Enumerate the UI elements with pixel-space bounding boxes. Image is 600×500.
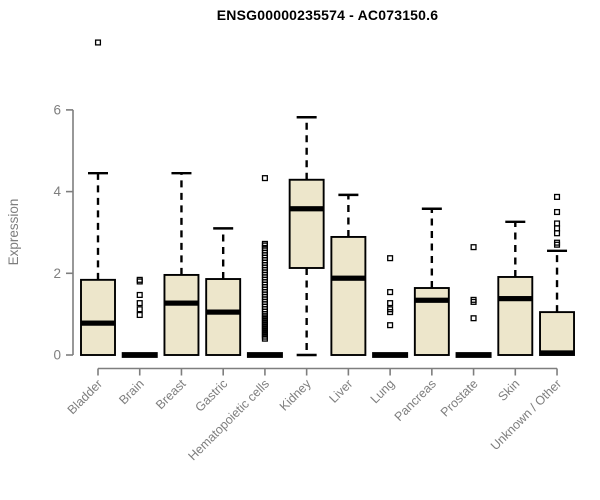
- y-tick-label: 4: [53, 184, 61, 199]
- outlier-point: [136, 291, 143, 299]
- boxplot-box: [372, 255, 409, 358]
- flat-median-line: [455, 352, 492, 358]
- chart-title: ENSG00000235574 - AC073150.6: [216, 7, 439, 23]
- outlier-point: [136, 300, 143, 307]
- boxplot-box: [413, 207, 450, 356]
- outlier-point: [387, 300, 394, 307]
- boxplot-box: [455, 244, 492, 358]
- boxplot-box: [539, 193, 575, 356]
- y-tick-label: 2: [53, 266, 61, 281]
- median-line: [540, 350, 575, 356]
- boxplot-box: [497, 220, 534, 356]
- outlier-point: [553, 220, 561, 227]
- outlier-point: [261, 335, 268, 342]
- outlier-point: [470, 298, 477, 305]
- median-line: [289, 206, 324, 212]
- outlier-point: [261, 175, 268, 182]
- outlier-point: [136, 306, 143, 313]
- x-tick-label: Gastric: [192, 377, 230, 415]
- flat-median-line: [246, 352, 283, 358]
- flat-median-line: [372, 352, 409, 358]
- x-tick-label: Skin: [495, 377, 522, 404]
- outlier-point: [136, 278, 143, 285]
- outlier-point: [470, 244, 477, 251]
- outlier-point: [94, 39, 102, 46]
- boxplot-box: [288, 116, 325, 357]
- x-tick-label: Brain: [116, 377, 147, 408]
- outlier-point: [387, 309, 394, 316]
- outlier-point: [553, 225, 561, 232]
- outlier-point: [470, 315, 477, 322]
- x-tick-label: Kidney: [277, 376, 314, 413]
- iqr-box: [288, 178, 325, 269]
- outlier-point: [553, 230, 561, 237]
- iqr-box: [330, 235, 367, 356]
- x-tick-label: Prostate: [438, 377, 481, 420]
- outlier-point: [553, 241, 561, 248]
- median-line: [331, 275, 366, 281]
- outlier-point: [136, 311, 143, 319]
- y-tick-label: 6: [53, 102, 61, 117]
- x-tick-label: Lung: [368, 377, 398, 407]
- outlier-point: [387, 322, 394, 329]
- median-line: [164, 300, 199, 306]
- y-tick-label: 0: [53, 348, 61, 363]
- boxplot-box: [163, 172, 200, 356]
- boxplot-box: [121, 276, 158, 358]
- iqr-box: [80, 278, 116, 356]
- x-tick-label: Liver: [326, 377, 355, 406]
- flat-median-line: [121, 352, 158, 358]
- iqr-box: [539, 311, 575, 356]
- median-line: [414, 297, 449, 303]
- outlier-point: [387, 289, 394, 296]
- median-line: [81, 320, 115, 326]
- boxplot-box: [205, 227, 242, 356]
- median-line: [206, 309, 241, 315]
- outlier-point: [553, 208, 561, 216]
- outlier-point: [553, 193, 561, 200]
- x-tick-label: Breast: [153, 376, 189, 412]
- iqr-box: [205, 278, 242, 356]
- outlier-point: [136, 276, 143, 283]
- x-tick-label: Unknown / Other: [488, 377, 564, 453]
- median-line: [498, 296, 533, 302]
- outlier-point: [387, 255, 394, 262]
- boxplot-box: [246, 175, 283, 358]
- x-tick-label: Hematopoietic cells: [185, 377, 272, 464]
- x-tick-label: Pancreas: [392, 377, 439, 424]
- x-tick-label: Bladder: [65, 377, 105, 417]
- iqr-box: [163, 273, 200, 356]
- iqr-box: [497, 276, 534, 356]
- boxplot-box: [80, 39, 116, 356]
- boxplot-box: [330, 193, 367, 356]
